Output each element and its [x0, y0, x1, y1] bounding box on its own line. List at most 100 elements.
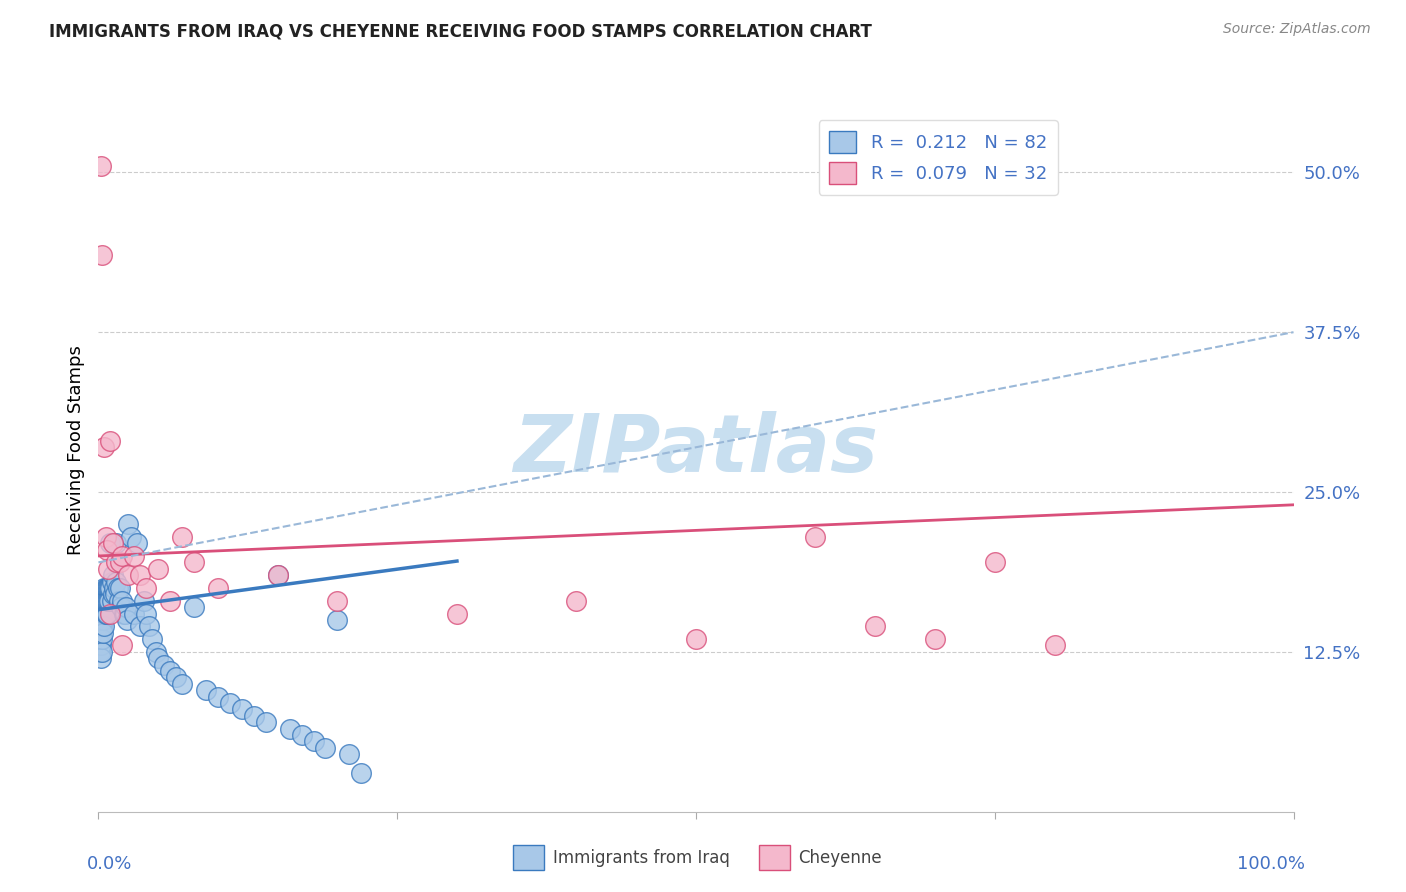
Point — [96, 593, 118, 607]
Text: ZIPatlas: ZIPatlas — [513, 411, 879, 490]
Point — [1043, 639, 1066, 653]
Point — [148, 562, 170, 576]
Point — [278, 722, 301, 736]
Point — [97, 562, 120, 576]
Text: Source: ZipAtlas.com: Source: ZipAtlas.com — [1223, 22, 1371, 37]
Point — [94, 607, 117, 621]
Point — [159, 593, 181, 607]
Point — [125, 536, 148, 550]
Point — [148, 651, 170, 665]
Point — [115, 613, 138, 627]
Point — [124, 549, 146, 563]
Point — [984, 555, 1007, 569]
Point — [89, 645, 111, 659]
Point — [100, 574, 122, 589]
Point — [111, 549, 134, 563]
Point — [90, 639, 112, 653]
Point — [267, 568, 290, 582]
Point — [89, 607, 111, 621]
Point — [90, 651, 112, 665]
Point — [117, 568, 139, 582]
Point — [326, 593, 349, 607]
Point — [207, 581, 229, 595]
Point — [100, 593, 122, 607]
Point — [98, 581, 122, 595]
Point — [93, 593, 115, 607]
Point — [804, 530, 827, 544]
Point — [115, 600, 138, 615]
Point — [98, 607, 122, 621]
Point — [91, 587, 114, 601]
Point — [107, 593, 129, 607]
Point — [219, 696, 242, 710]
Point — [685, 632, 707, 646]
Point — [291, 728, 314, 742]
Point — [98, 593, 121, 607]
Point — [101, 536, 124, 550]
Point — [103, 581, 125, 595]
Point — [231, 702, 253, 716]
Point — [89, 619, 111, 633]
Legend: R =  0.212   N = 82, R =  0.079   N = 32: R = 0.212 N = 82, R = 0.079 N = 32 — [818, 120, 1057, 194]
Point — [124, 607, 146, 621]
Point — [153, 657, 176, 672]
Point — [91, 600, 114, 615]
Point — [97, 593, 120, 607]
Point — [91, 632, 114, 646]
Point — [565, 593, 588, 607]
Point — [90, 600, 112, 615]
Point — [254, 715, 277, 730]
Point — [91, 625, 114, 640]
Point — [93, 607, 115, 621]
Point — [101, 568, 124, 582]
Point — [172, 530, 194, 544]
Point — [350, 766, 373, 780]
Point — [135, 581, 157, 595]
Point — [129, 568, 152, 582]
Point — [105, 555, 128, 569]
Point — [98, 536, 122, 550]
Point — [107, 581, 129, 595]
Point — [93, 619, 115, 633]
Point — [91, 607, 114, 621]
Point — [90, 613, 112, 627]
Point — [91, 613, 114, 627]
Point — [135, 607, 157, 621]
Point — [104, 587, 127, 601]
Point — [108, 581, 131, 595]
Point — [91, 248, 114, 262]
Point — [90, 625, 112, 640]
Point — [96, 581, 118, 595]
Point — [865, 619, 887, 633]
Point — [207, 690, 229, 704]
Point — [90, 159, 112, 173]
Text: Immigrants from Iraq: Immigrants from Iraq — [553, 849, 730, 867]
Point — [132, 593, 155, 607]
Point — [138, 619, 160, 633]
Point — [110, 600, 132, 615]
Point — [111, 593, 134, 607]
Point — [98, 581, 121, 595]
Point — [96, 542, 118, 557]
Point — [93, 581, 115, 595]
Point — [101, 587, 124, 601]
Point — [243, 708, 266, 723]
Point — [114, 607, 136, 621]
Point — [105, 574, 128, 589]
Point — [446, 607, 468, 621]
Point — [97, 581, 120, 595]
Point — [120, 530, 142, 544]
Point — [183, 555, 205, 569]
Point — [129, 619, 152, 633]
Point — [111, 639, 134, 653]
Text: IMMIGRANTS FROM IRAQ VS CHEYENNE RECEIVING FOOD STAMPS CORRELATION CHART: IMMIGRANTS FROM IRAQ VS CHEYENNE RECEIVI… — [49, 22, 872, 40]
Point — [145, 645, 167, 659]
Point — [195, 683, 218, 698]
Point — [94, 593, 117, 607]
Point — [339, 747, 361, 761]
Y-axis label: Receiving Food Stamps: Receiving Food Stamps — [66, 345, 84, 556]
Point — [91, 619, 114, 633]
Point — [924, 632, 946, 646]
Point — [93, 440, 115, 454]
Point — [267, 568, 290, 582]
